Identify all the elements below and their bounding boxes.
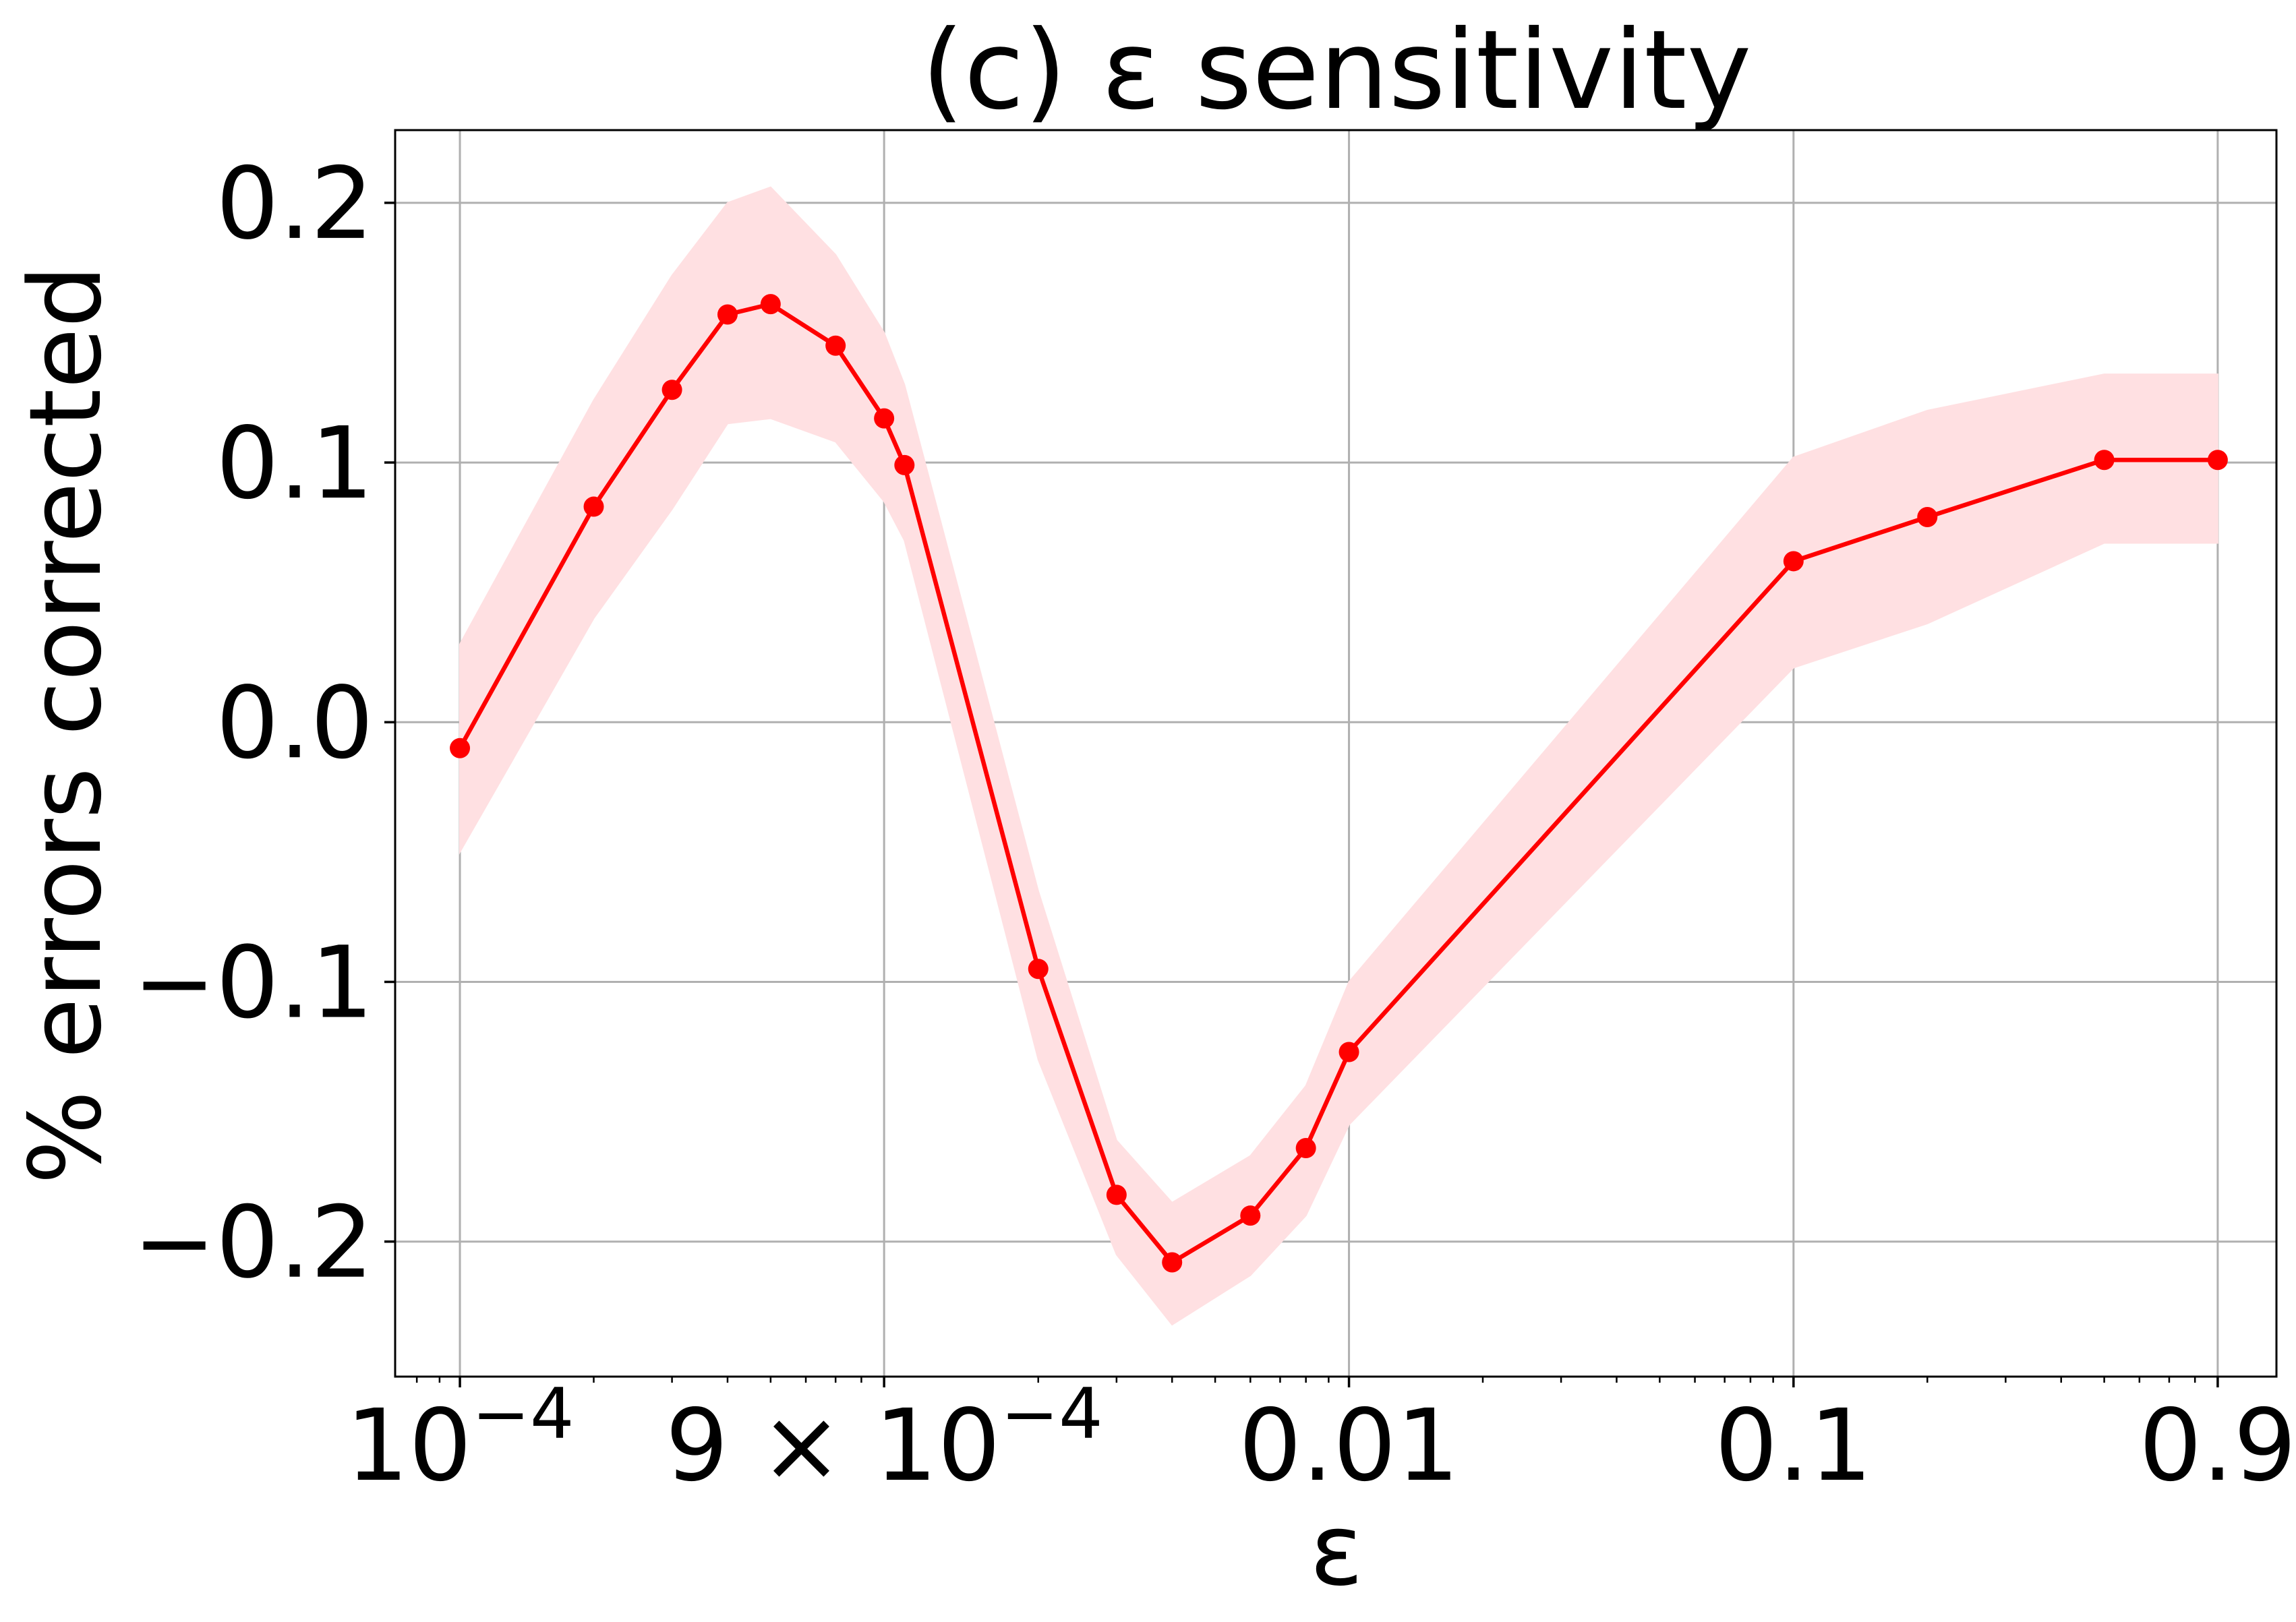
x-tick-label: 0.9 bbox=[2139, 1388, 2296, 1503]
y-tick-labels: 0.2 0.1 0.0 −0.1 −0.2 bbox=[133, 146, 374, 1300]
data-point bbox=[1338, 1042, 1359, 1062]
y-axis-label: % errors corrected bbox=[8, 265, 123, 1184]
x-tick-label: 10−4 bbox=[346, 1374, 575, 1503]
data-point bbox=[1917, 506, 1938, 527]
data-point bbox=[2094, 450, 2115, 471]
plot-frame bbox=[394, 129, 2278, 1378]
x-tick-label: 0.1 bbox=[1715, 1388, 1873, 1503]
confidence-band bbox=[459, 186, 2218, 1326]
data-point bbox=[1028, 959, 1049, 980]
chart-title: (c) ε sensitivity bbox=[922, 7, 1752, 134]
y-tick-label: −0.1 bbox=[133, 925, 374, 1040]
y-tick-label: 0.1 bbox=[216, 406, 374, 521]
series-line-layer bbox=[458, 301, 2218, 1265]
data-point bbox=[760, 294, 781, 315]
x-tick-labels: 10−4 9 × 10−4 0.01 0.1 0.9 bbox=[346, 1374, 2296, 1503]
data-point bbox=[717, 304, 738, 325]
y-tick-label: 0.2 bbox=[216, 146, 374, 262]
confidence-band-layer bbox=[459, 186, 2218, 1326]
y-tick-label: −0.2 bbox=[133, 1185, 374, 1300]
y-tick-label: 0.0 bbox=[216, 665, 374, 781]
series-line bbox=[458, 301, 2218, 1265]
data-point bbox=[583, 496, 604, 517]
x-tick-label: 0.01 bbox=[1239, 1388, 1459, 1503]
data-point bbox=[1783, 551, 1804, 572]
x-axis-label: ε bbox=[1309, 1493, 1363, 1608]
data-points bbox=[450, 294, 2228, 1273]
x-tick-label: 9 × 10−4 bbox=[666, 1374, 1103, 1503]
data-point bbox=[1240, 1205, 1261, 1226]
data-point bbox=[825, 335, 846, 356]
data-point bbox=[894, 454, 915, 475]
axis-ticks bbox=[384, 202, 2219, 1387]
data-point bbox=[1106, 1184, 1127, 1205]
data-point bbox=[2207, 450, 2228, 471]
data-point bbox=[1295, 1138, 1316, 1159]
data-point bbox=[874, 408, 895, 429]
data-point bbox=[450, 738, 471, 758]
data-point bbox=[661, 380, 682, 400]
data-point bbox=[1162, 1252, 1183, 1273]
